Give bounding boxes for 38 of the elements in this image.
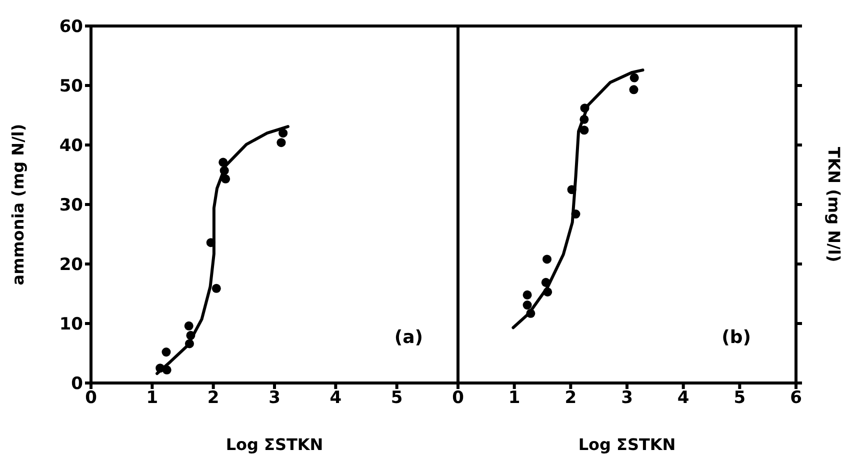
y-tick-label: 10 (59, 314, 84, 335)
y-tick-label: 30 (59, 196, 84, 216)
point (542, 254, 552, 264)
y-tick-label: 20 (59, 255, 84, 276)
point (212, 284, 221, 293)
x-tick-label: 4 (330, 388, 342, 408)
x-tick-label: 5 (390, 388, 403, 408)
x-axis-title: Log ΣSTKN (578, 435, 676, 454)
x-tick-label: 2 (564, 388, 577, 408)
point (522, 290, 532, 300)
y-axis-title: ammonia (mg N/l) (8, 124, 28, 286)
y-tick-label: 40 (59, 136, 84, 156)
point (580, 126, 589, 135)
point (629, 85, 638, 94)
x-tick-label: 3 (268, 388, 280, 408)
x-tick-label: 1 (508, 388, 520, 408)
y-tick-label: 60 (59, 17, 84, 38)
y-tick-label: 0 (71, 374, 84, 394)
x-tick-label: 2 (207, 388, 220, 408)
x-tick-label: 0 (85, 388, 98, 408)
y-axis-title: TKN (mg N/l) (824, 146, 844, 262)
point (162, 348, 171, 357)
y-tick-label: 50 (59, 76, 84, 97)
annotation: (a) (394, 327, 423, 348)
line-series (156, 125, 290, 375)
point (522, 300, 532, 310)
point (276, 138, 286, 148)
x-tick-label: 6 (790, 388, 802, 408)
point (184, 321, 194, 330)
annotation: (b) (722, 327, 751, 348)
x-tick-label: 5 (734, 388, 746, 408)
x-axis-title: Log ΣSTKN (226, 435, 324, 454)
x-tick-label: 3 (621, 388, 633, 408)
x-tick-label: 4 (677, 388, 690, 408)
x-tick-label: 0 (452, 388, 464, 408)
point (630, 73, 639, 82)
x-tick-label: 1 (146, 388, 158, 408)
point (278, 128, 288, 138)
